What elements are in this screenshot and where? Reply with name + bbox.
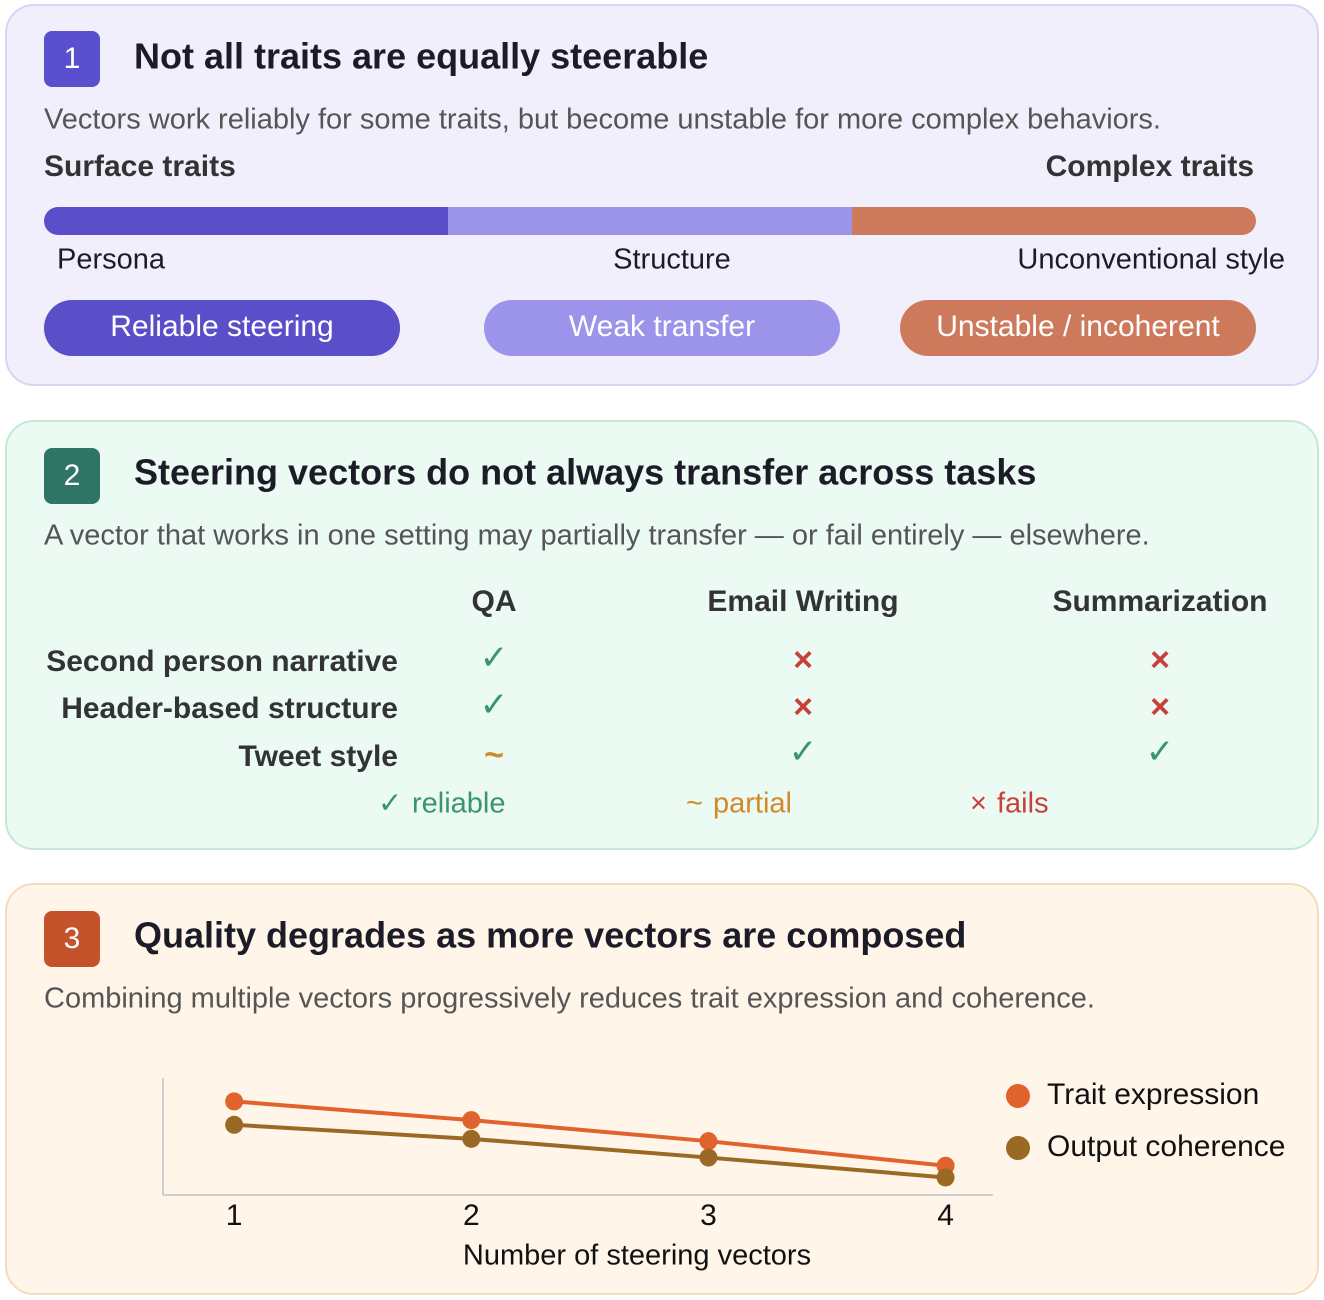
cell: ×	[1150, 641, 1170, 679]
row-label: Header-based structure	[61, 692, 398, 725]
pill	[44, 300, 400, 356]
column-header: Summarization	[1052, 585, 1267, 618]
data-point	[699, 1132, 718, 1151]
legend-label: reliable	[412, 788, 506, 820]
badge	[44, 911, 100, 967]
pill-label: Reliable steering	[110, 310, 333, 343]
row-label: Second person narrative	[46, 645, 398, 678]
scale-segment	[448, 207, 852, 235]
x-tick-label: 2	[463, 1199, 480, 1232]
pill	[900, 300, 1256, 356]
cell: ✓	[789, 733, 818, 771]
cell: ×	[793, 688, 813, 726]
legend-marker	[1006, 1084, 1030, 1108]
data-point	[225, 1092, 244, 1111]
x-tick-label: 1	[226, 1199, 243, 1232]
legend-symbol: ✓	[378, 788, 402, 820]
x-tick-label: 3	[700, 1199, 717, 1232]
legend-marker	[1006, 1136, 1030, 1160]
legend-label: Output coherence	[1047, 1130, 1286, 1163]
panel-subtitle: Vectors work reliably for some traits, b…	[44, 104, 1161, 136]
x-tick-label: 4	[937, 1199, 954, 1232]
cell: ✓	[1146, 733, 1175, 771]
legend-symbol: ~	[686, 788, 703, 820]
panel-title: Not all traits are equally steerable	[134, 36, 708, 77]
badge	[44, 31, 100, 87]
badge-number: 3	[64, 922, 81, 955]
pill-label: Weak transfer	[569, 310, 755, 343]
cell: ×	[793, 641, 813, 679]
data-point	[225, 1115, 244, 1134]
panel-title: Steering vectors do not always transfer …	[134, 452, 1036, 493]
panel	[5, 420, 1319, 850]
column-header: Email Writing	[707, 585, 898, 618]
series-line	[234, 1122, 946, 1180]
data-point	[462, 1129, 481, 1148]
pill-label: Unstable / incoherent	[936, 310, 1220, 343]
panel-title: Quality degrades as more vectors are com…	[134, 915, 966, 956]
stage-label: Persona	[57, 244, 166, 276]
cell: ✓	[480, 686, 509, 724]
scale-right-label: Complex traits	[1046, 150, 1254, 183]
data-point	[699, 1148, 718, 1167]
stage-label: Unconventional style	[1017, 244, 1285, 276]
data-point	[936, 1168, 955, 1187]
scale-left-label: Surface traits	[44, 150, 236, 183]
row-label: Tweet style	[238, 740, 398, 773]
badge-number: 1	[64, 42, 81, 75]
pill	[484, 300, 840, 356]
panel	[5, 4, 1319, 386]
cell: ~	[484, 736, 504, 774]
cell: ×	[1150, 688, 1170, 726]
panel-subtitle: A vector that works in one setting may p…	[44, 520, 1150, 552]
badge-number: 2	[64, 459, 81, 492]
panel	[5, 883, 1319, 1295]
scale-bar	[44, 207, 1256, 235]
series-line	[233, 1099, 946, 1168]
scale-segment	[44, 207, 448, 235]
x-axis-label: Number of steering vectors	[463, 1240, 811, 1272]
column-header: QA	[472, 585, 517, 618]
scale-segment	[852, 207, 1256, 235]
badge	[44, 448, 100, 504]
stage-label: Structure	[613, 244, 731, 276]
panel-subtitle: Combining multiple vectors progressively…	[44, 983, 1095, 1015]
legend-label: fails	[997, 788, 1049, 820]
legend-label: partial	[713, 788, 792, 820]
legend-symbol: ×	[970, 788, 987, 820]
data-point	[462, 1111, 481, 1130]
cell: ✓	[480, 639, 509, 677]
legend-label: Trait expression	[1047, 1078, 1259, 1111]
